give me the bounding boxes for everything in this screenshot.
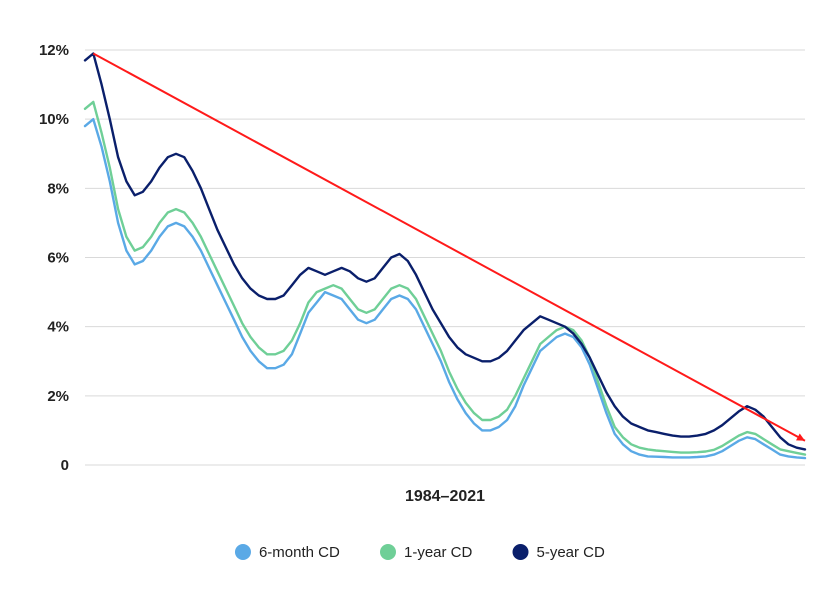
line-series <box>85 54 805 459</box>
legend-label: 6-month CD <box>259 544 340 561</box>
y-tick-label: 10% <box>39 111 69 128</box>
legend-marker-icon <box>513 544 529 560</box>
legend-marker-icon <box>235 544 251 560</box>
gridlines <box>85 50 805 465</box>
cd-rates-chart: 0 2% 4% 6% 8% 10% 12% 1984–2021 6-month CD 1-ye… <box>0 0 840 607</box>
y-tick-label: 4% <box>47 319 69 336</box>
legend-label: 1-year CD <box>404 544 473 561</box>
y-tick-label: 12% <box>39 42 69 59</box>
legend-label: 5-year CD <box>537 544 606 561</box>
x-axis-label: 1984–2021 <box>405 488 485 505</box>
y-tick-label: 0 <box>61 457 69 474</box>
series-1-year-cd <box>85 102 805 455</box>
y-tick-label: 6% <box>47 250 69 267</box>
legend: 6-month CD 1-year CD 5-year CD <box>235 544 605 561</box>
y-tick-label: 8% <box>47 180 69 197</box>
legend-marker-icon <box>380 544 396 560</box>
y-tick-label: 2% <box>47 388 69 405</box>
series-5-year-cd <box>85 54 805 450</box>
y-axis-ticks: 0 2% 4% 6% 8% 10% 12% <box>39 42 69 474</box>
